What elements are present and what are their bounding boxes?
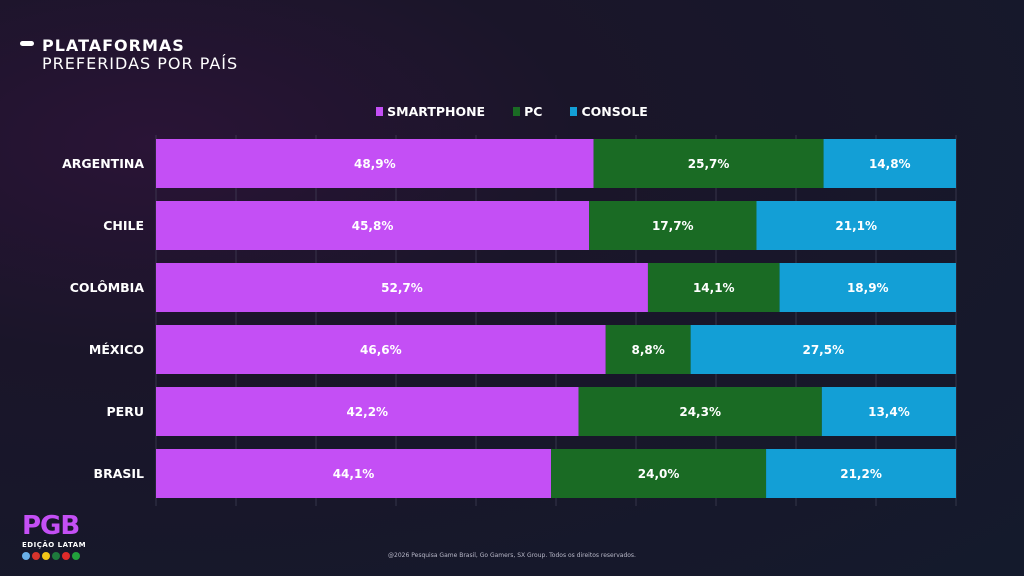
chart-title: PLATAFORMAS — [42, 36, 185, 55]
category-label-mexico: MÉXICO — [89, 342, 144, 357]
category-label-chile: CHILE — [103, 218, 144, 233]
pgb-logo: PGB EDIÇÃO LATAM — [22, 513, 86, 560]
data-label-peru-pc: 24,3% — [679, 405, 721, 419]
bar-peru-pc — [578, 387, 822, 436]
bar-brasil-pc — [551, 449, 767, 498]
bar-peru-console — [821, 387, 956, 436]
flag-peru-icon — [62, 552, 70, 560]
data-label-chile-smartphone: 45,8% — [352, 219, 394, 233]
legend-item-console: CONSOLE — [570, 104, 648, 119]
data-label-chile-pc: 17,7% — [652, 219, 694, 233]
data-label-colombia-pc: 14,1% — [693, 281, 735, 295]
category-label-brasil: BRASIL — [94, 466, 144, 481]
category-label-argentina: ARGENTINA — [62, 156, 144, 171]
flag-argentina-icon — [22, 552, 30, 560]
data-label-argentina-pc: 25,7% — [688, 157, 730, 171]
bar-argentina-console — [823, 139, 956, 188]
flag-chile-icon — [32, 552, 40, 560]
data-label-mexico-pc: 8,8% — [632, 343, 665, 357]
legend-label-smartphone: SMARTPHONE — [387, 104, 486, 119]
data-label-peru-smartphone: 42,2% — [346, 405, 388, 419]
bar-argentina-pc — [593, 139, 824, 188]
legend-label-console: CONSOLE — [581, 104, 648, 119]
data-label-colombia-console: 18,9% — [847, 281, 889, 295]
data-label-chile-console: 21,1% — [835, 219, 877, 233]
data-label-peru-console: 13,4% — [868, 405, 910, 419]
chart-subtitle: PREFERIDAS POR PAÍS — [42, 54, 239, 73]
data-label-argentina-console: 14,8% — [869, 157, 911, 171]
bar-mexico-smartphone — [156, 325, 606, 374]
legend-swatch-console — [570, 107, 578, 116]
bar-chile-smartphone — [156, 201, 590, 250]
bar-mexico-console — [690, 325, 956, 374]
flag-mexico-icon — [52, 552, 60, 560]
category-label-colombia: COLÔMBIA — [70, 280, 145, 295]
legend-swatch-pc — [513, 107, 521, 116]
bar-colombia-smartphone — [156, 263, 648, 312]
data-label-brasil-smartphone: 44,1% — [333, 467, 375, 481]
bar-brasil-smartphone — [156, 449, 552, 498]
logo-flags — [22, 552, 86, 560]
flag-colombia-icon — [42, 552, 50, 560]
category-label-peru: PERU — [107, 404, 144, 419]
legend-item-pc: PC — [513, 104, 542, 119]
logo-text: PGB — [22, 511, 80, 541]
data-label-brasil-pc: 24,0% — [638, 467, 680, 481]
title-dash-decoration — [20, 41, 34, 46]
bar-chile-console — [756, 201, 956, 250]
legend-item-smartphone: SMARTPHONE — [376, 104, 485, 119]
data-label-mexico-console: 27,5% — [802, 343, 844, 357]
legend-label-pc: PC — [524, 104, 543, 119]
copyright-footer: @2026 Pesquisa Game Brasil, Go Gamers, S… — [388, 552, 636, 559]
bar-brasil-console — [766, 449, 956, 498]
logo-subtitle: EDIÇÃO LATAM — [22, 541, 87, 549]
data-label-mexico-smartphone: 46,6% — [360, 343, 402, 357]
flag-brasil-icon — [72, 552, 80, 560]
bar-peru-smartphone — [156, 387, 579, 436]
bar-colombia-console — [779, 263, 956, 312]
data-label-colombia-smartphone: 52,7% — [381, 281, 423, 295]
data-label-brasil-console: 21,2% — [840, 467, 882, 481]
bar-mexico-pc — [605, 325, 691, 374]
data-label-argentina-smartphone: 48,9% — [354, 157, 396, 171]
bar-colombia-pc — [647, 263, 780, 312]
chart-legend: SMARTPHONE PC CONSOLE — [0, 104, 1024, 119]
bar-argentina-smartphone — [156, 139, 594, 188]
bar-chile-pc — [589, 201, 757, 250]
legend-swatch-smartphone — [376, 107, 384, 116]
